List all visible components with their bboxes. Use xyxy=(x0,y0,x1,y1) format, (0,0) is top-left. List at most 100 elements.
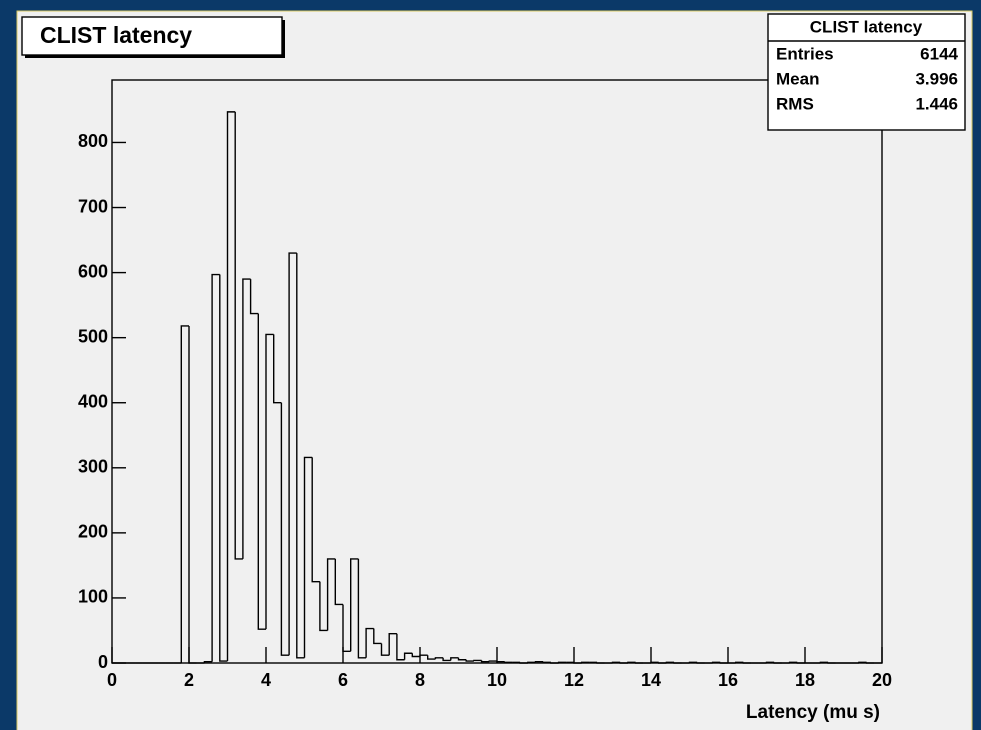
y-tick-label: 0 xyxy=(98,652,108,672)
y-tick-label: 700 xyxy=(78,196,108,216)
bin xyxy=(519,662,528,664)
bin xyxy=(211,273,220,662)
y-tick-label: 600 xyxy=(78,261,108,281)
bin xyxy=(242,278,251,559)
bin xyxy=(442,657,451,662)
title-box xyxy=(21,16,283,56)
bin xyxy=(365,627,374,658)
stats-value: 6144 xyxy=(920,44,958,63)
bin xyxy=(457,657,467,661)
bin xyxy=(650,661,659,664)
x-tick-label: 12 xyxy=(564,670,584,690)
bin xyxy=(796,662,805,664)
bin xyxy=(403,652,413,660)
bin xyxy=(534,660,544,663)
stats-title: CLIST latency xyxy=(810,17,923,36)
bin xyxy=(550,662,559,664)
y-tick-label: 400 xyxy=(78,391,108,411)
bin xyxy=(388,633,397,656)
x-tick-label: 8 xyxy=(415,670,425,690)
x-tick-label: 4 xyxy=(261,670,271,690)
bin xyxy=(596,662,605,664)
bin xyxy=(311,457,320,583)
bin xyxy=(219,274,228,662)
chart-title: CLIST latency xyxy=(40,22,192,48)
bin xyxy=(411,653,420,658)
bin xyxy=(673,662,682,664)
bin xyxy=(858,661,867,664)
stats-box xyxy=(767,13,966,131)
bin xyxy=(280,402,290,656)
bin xyxy=(357,558,367,659)
bin xyxy=(257,313,266,630)
bin xyxy=(488,660,497,662)
x-tick-label: 16 xyxy=(718,670,738,690)
stats-label: Mean xyxy=(776,69,819,88)
y-tick-label: 500 xyxy=(78,326,108,346)
bin xyxy=(396,633,405,661)
bin xyxy=(496,660,505,663)
bin xyxy=(296,253,305,659)
bin xyxy=(303,456,313,658)
stats-value: 1.446 xyxy=(915,94,958,113)
bin xyxy=(542,661,551,664)
bin xyxy=(788,661,798,664)
bin xyxy=(265,333,274,630)
bin xyxy=(465,659,474,662)
y-tick-label: 800 xyxy=(78,131,108,151)
x-tick-label: 14 xyxy=(641,670,661,690)
bin xyxy=(434,657,444,660)
stats-value: 3.996 xyxy=(915,69,958,88)
bin xyxy=(273,334,282,404)
bin xyxy=(719,662,728,664)
x-tick-label: 18 xyxy=(795,670,815,690)
bin xyxy=(319,581,328,632)
x-tick-label: 2 xyxy=(184,670,194,690)
bin xyxy=(180,325,189,663)
bin xyxy=(557,661,567,664)
bin xyxy=(326,558,336,631)
bin xyxy=(334,558,343,606)
bin xyxy=(288,252,297,656)
bin xyxy=(619,662,628,664)
bin xyxy=(865,662,875,664)
bin xyxy=(234,111,243,560)
bin xyxy=(581,661,590,664)
x-tick-label: 6 xyxy=(338,670,348,690)
x-tick-label: 0 xyxy=(107,670,117,690)
bin xyxy=(665,661,675,664)
bin xyxy=(226,111,236,662)
plot-frame xyxy=(111,79,883,664)
y-tick-label: 100 xyxy=(78,587,108,607)
bin xyxy=(658,662,667,664)
bin xyxy=(765,661,775,664)
bin xyxy=(819,661,829,664)
bin xyxy=(827,662,836,664)
bin xyxy=(504,661,513,664)
bin xyxy=(688,661,698,664)
bin xyxy=(188,325,197,664)
x-axis-label: Latency (mu s) xyxy=(746,702,880,723)
bin xyxy=(773,662,782,664)
bin xyxy=(634,662,644,664)
y-tick-label: 300 xyxy=(78,457,108,477)
y-tick-label: 200 xyxy=(78,522,108,542)
bin xyxy=(480,660,490,663)
stats-label: Entries xyxy=(776,44,834,63)
bin xyxy=(342,604,351,652)
bin xyxy=(735,661,744,664)
bin xyxy=(742,662,752,664)
bin xyxy=(611,661,621,664)
bin xyxy=(380,643,390,656)
x-tick-label: 20 xyxy=(872,670,892,690)
bin xyxy=(427,655,436,660)
bin xyxy=(473,659,482,662)
bin xyxy=(573,662,582,664)
stats-label: RMS xyxy=(776,94,814,113)
bin xyxy=(419,654,428,657)
bin xyxy=(527,661,536,664)
bin xyxy=(627,661,636,664)
bin xyxy=(203,660,213,663)
bin xyxy=(711,661,721,664)
